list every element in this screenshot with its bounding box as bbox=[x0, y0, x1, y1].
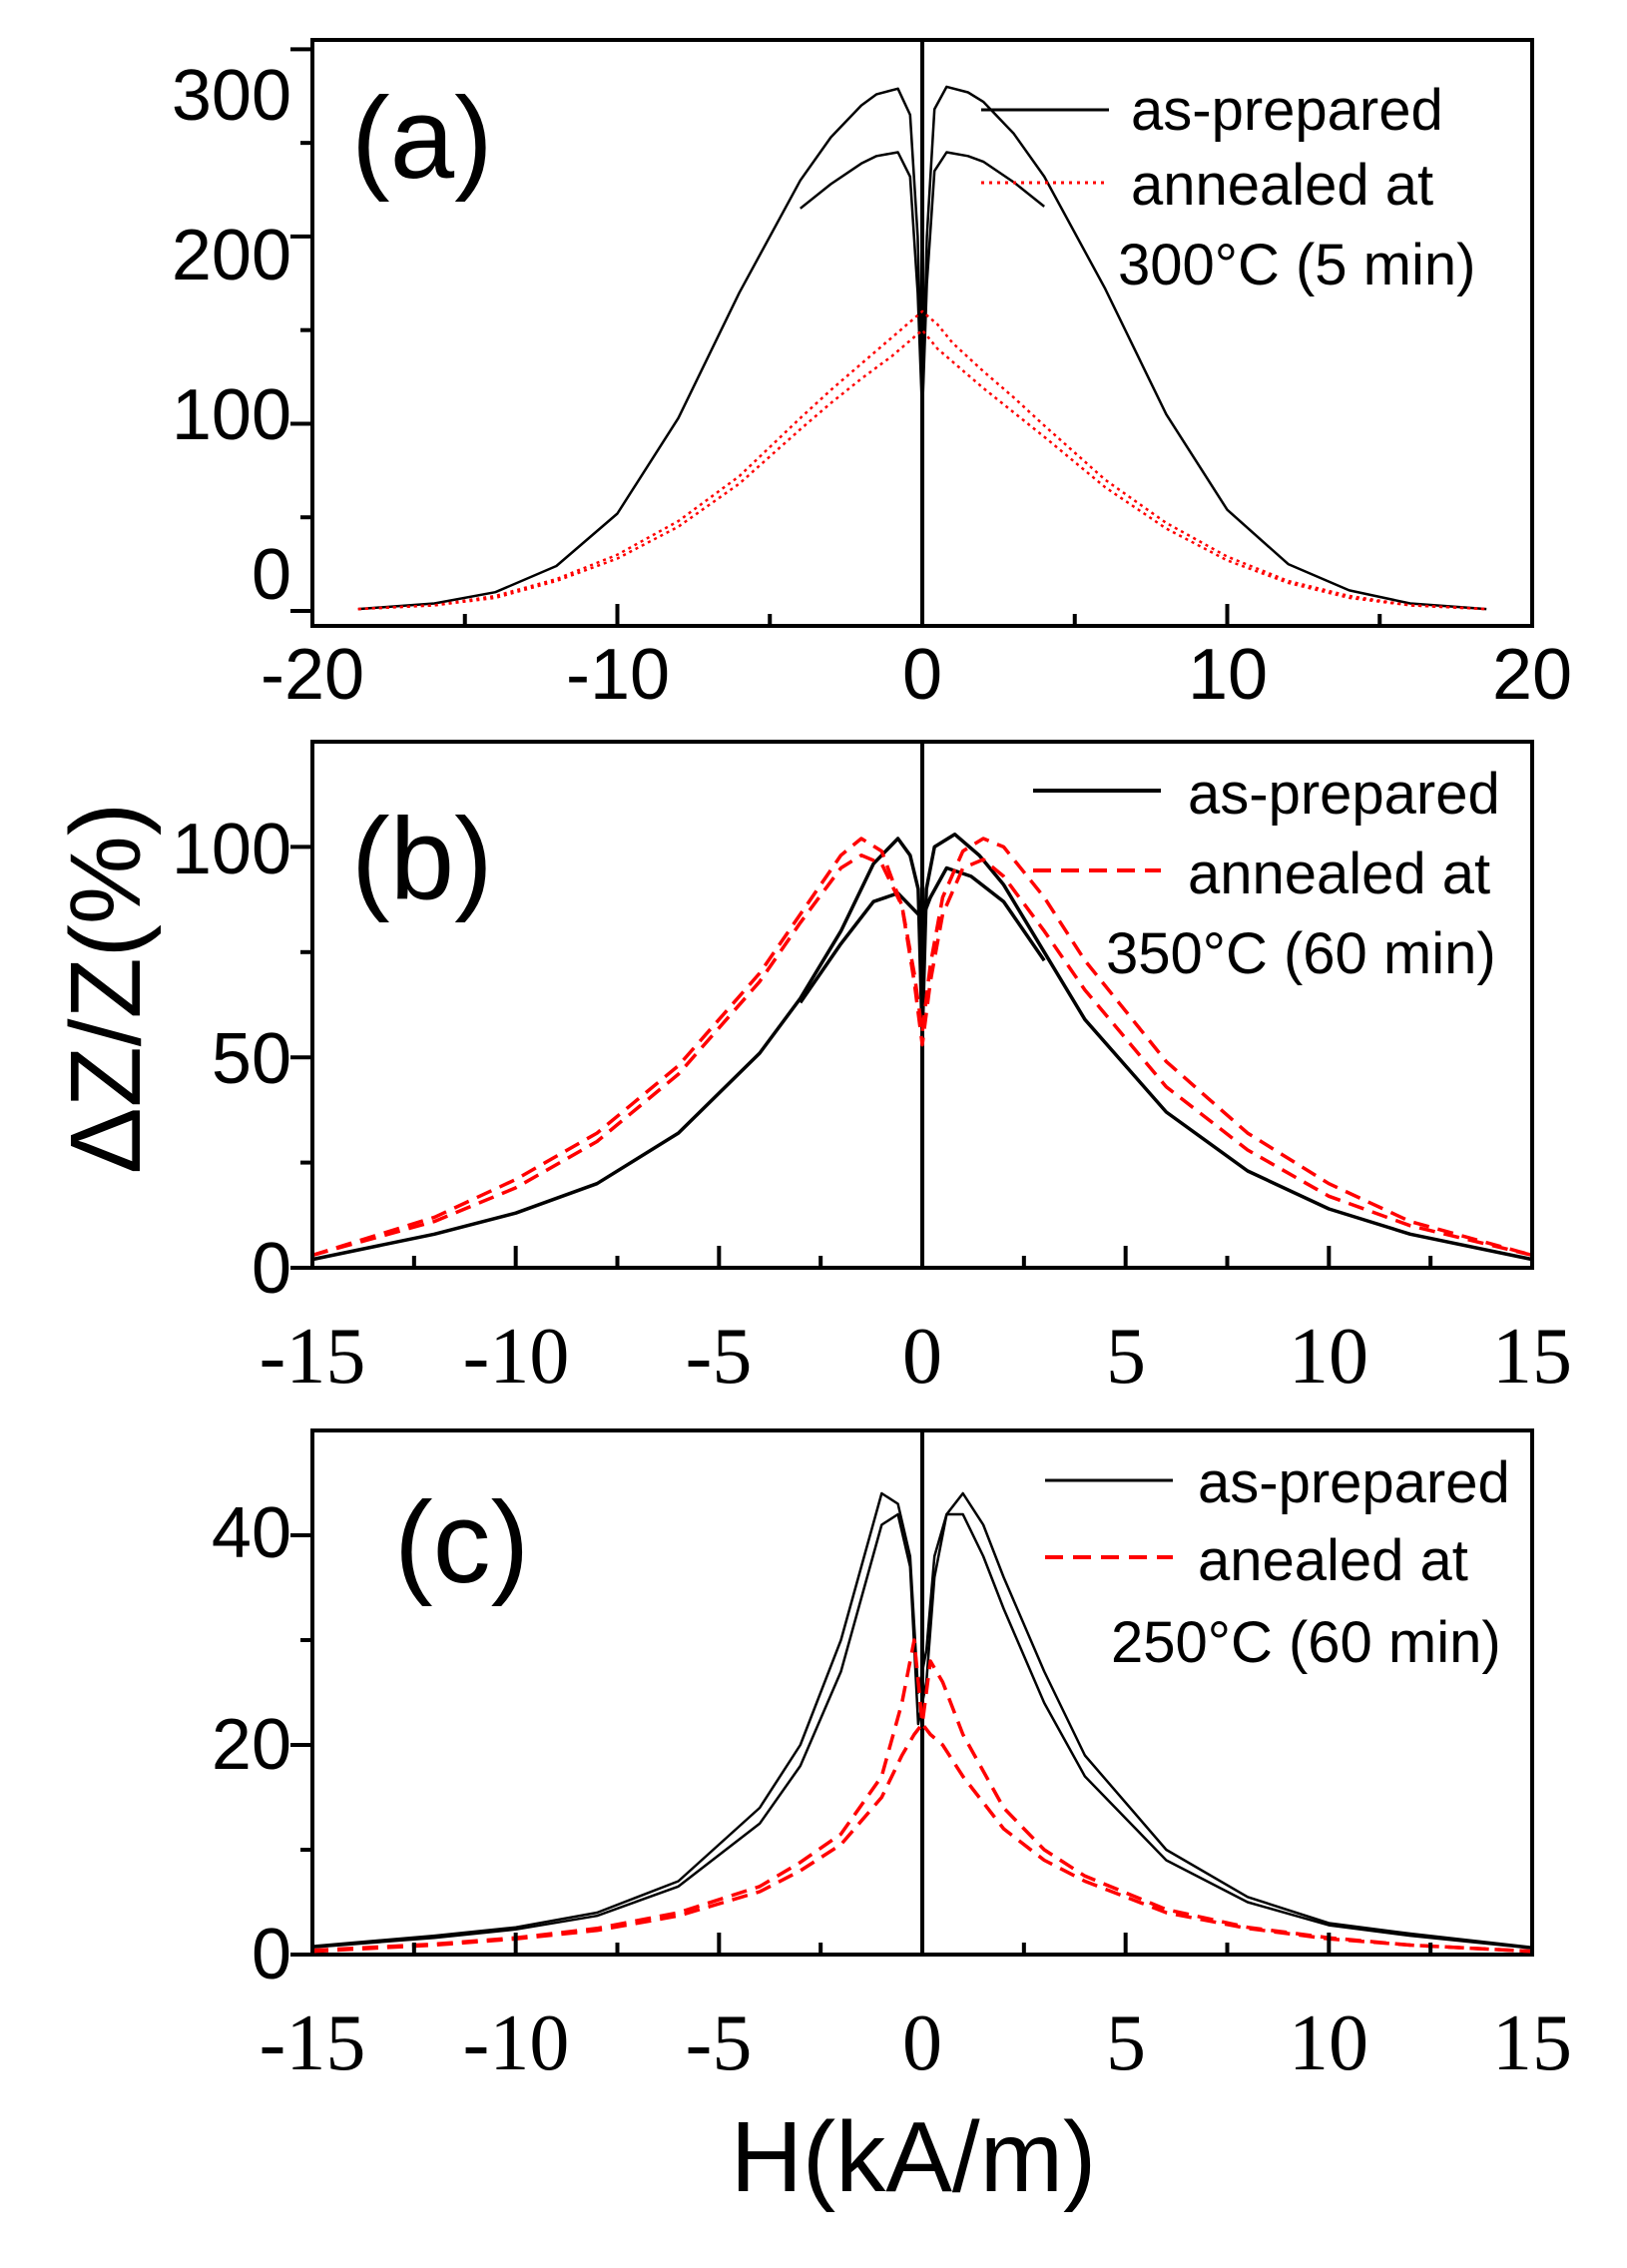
series-line-c-0 bbox=[311, 1491, 1533, 1950]
xtick-label-c-10: 10 bbox=[1289, 1999, 1368, 2087]
series-layer-a bbox=[357, 85, 1487, 611]
legend-label-annealed-c: anealed at bbox=[1198, 1528, 1468, 1593]
xtick-label-c-0: 0 bbox=[902, 1999, 942, 2087]
panel-label-b: (b) bbox=[351, 794, 493, 923]
series-line-b-3 bbox=[311, 837, 1533, 1258]
legend-label-condition-b: 350°C (60 min) bbox=[1106, 921, 1496, 986]
xtick-label-a-m20: -20 bbox=[261, 635, 364, 715]
ytick-label-a-300: 300 bbox=[172, 56, 291, 136]
legend-a: as-prepared annealed at 300°C (5 min) bbox=[981, 78, 1475, 297]
legend-label-as-prepared-a: as-prepared bbox=[1131, 78, 1443, 143]
ticks-layer-a bbox=[290, 47, 1534, 626]
xtick-label-a-10: 10 bbox=[1188, 635, 1268, 715]
xtick-label-a-20: 20 bbox=[1492, 635, 1572, 715]
ytick-label-c-40: 40 bbox=[212, 1493, 291, 1573]
ytick-label-a-0: 0 bbox=[252, 535, 291, 615]
ytick-label-a-200: 200 bbox=[172, 216, 291, 295]
ytick-label-c-20: 20 bbox=[212, 1705, 291, 1785]
panel-label-a: (a) bbox=[351, 73, 493, 203]
series-line-b-2 bbox=[311, 837, 1533, 1258]
legend-label-annealed-b: annealed at bbox=[1188, 842, 1490, 906]
series-layer-c bbox=[311, 1491, 1533, 1954]
series-line-a-3 bbox=[357, 328, 1487, 611]
xtick-label-b-m15: -15 bbox=[260, 1313, 366, 1401]
xtick-label-c-m10: -10 bbox=[463, 1999, 570, 2087]
xtick-label-a-0: 0 bbox=[902, 635, 942, 715]
xtick-label-c-15: 15 bbox=[1492, 1999, 1572, 2087]
xtick-label-b-0: 0 bbox=[902, 1313, 942, 1401]
panel-b: (b) as-prepared annealed at 350°C (60 mi… bbox=[172, 740, 1572, 1401]
xtick-label-c-m15: -15 bbox=[260, 1999, 366, 2087]
xtick-label-c-5: 5 bbox=[1106, 1999, 1146, 2087]
xtick-label-b-m10: -10 bbox=[463, 1313, 570, 1401]
y-axis-title: ΔZ/Z(%) bbox=[50, 803, 162, 1174]
legend-label-as-prepared-c: as-prepared bbox=[1198, 1450, 1510, 1515]
legend-label-as-prepared-b: as-prepared bbox=[1188, 762, 1500, 827]
ytick-label-b-0: 0 bbox=[252, 1229, 291, 1309]
xtick-label-a-m10: -10 bbox=[566, 635, 670, 715]
ytick-label-a-100: 100 bbox=[172, 375, 291, 455]
xtick-label-c-m5: -5 bbox=[686, 1999, 753, 2087]
panel-label-c: (c) bbox=[394, 1477, 529, 1607]
x-axis-title: H(kA/m) bbox=[731, 2101, 1097, 2213]
series-line-a-2 bbox=[357, 309, 1487, 611]
xtick-label-b-5: 5 bbox=[1106, 1313, 1146, 1401]
series-line-a-1 bbox=[800, 151, 1045, 416]
legend-label-condition-a: 300°C (5 min) bbox=[1118, 233, 1475, 297]
series-line-b-1 bbox=[799, 865, 1046, 1004]
series-line-c-1 bbox=[311, 1491, 1533, 1949]
xtick-label-b-15: 15 bbox=[1492, 1313, 1572, 1401]
ytick-label-b-100: 100 bbox=[172, 810, 291, 889]
ticks-layer-c bbox=[290, 1533, 1534, 1957]
legend-label-condition-c: 250°C (60 min) bbox=[1111, 1610, 1501, 1675]
ytick-label-c-0: 0 bbox=[252, 1915, 291, 1994]
panel-a: (a) as-prepared annealed at 300°C (5 min… bbox=[172, 38, 1572, 715]
panel-c: (c) as-prepared anealed at 250°C (60 min… bbox=[212, 1428, 1572, 2087]
xtick-label-b-m5: -5 bbox=[686, 1313, 753, 1401]
series-layer-b bbox=[311, 833, 1533, 1262]
xtick-label-b-10: 10 bbox=[1289, 1313, 1368, 1401]
legend-b: as-prepared annealed at 350°C (60 min) bbox=[1033, 762, 1500, 986]
legend-c: as-prepared anealed at 250°C (60 min) bbox=[1045, 1450, 1510, 1675]
legend-label-annealed-a: annealed at bbox=[1131, 153, 1433, 218]
ticks-layer-b bbox=[290, 845, 1534, 1270]
ytick-label-b-50: 50 bbox=[212, 1019, 291, 1099]
